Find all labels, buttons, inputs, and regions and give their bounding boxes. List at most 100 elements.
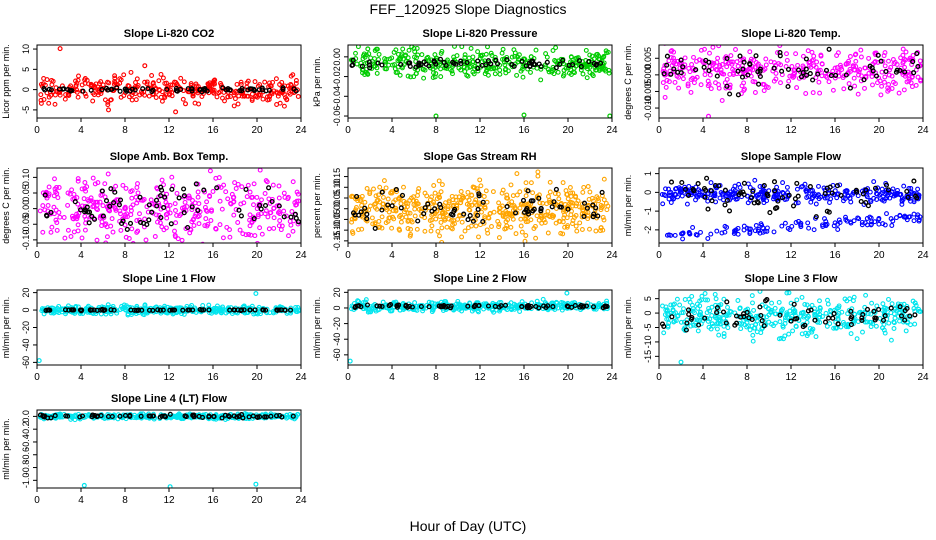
data-point [819,61,825,67]
reference-point [777,312,783,318]
y-tick-label: 0 [643,311,653,316]
data-point [540,200,546,206]
reference-point [181,186,187,192]
data-point [745,181,751,187]
reference-point [533,303,539,310]
reference-point [541,303,547,309]
data-point [677,302,683,308]
data-point [157,220,163,226]
reference-point [422,205,428,211]
data-point [835,315,841,321]
reference-point [182,413,188,419]
data-point [752,177,758,183]
outlier-point [678,359,684,365]
x-tick-label: 24 [295,495,307,506]
y-tick-label: -0.06 [332,106,342,127]
data-point [130,241,136,243]
data-point [806,225,812,231]
data-point [291,218,297,224]
data-point [413,71,419,76]
data-point [793,220,799,225]
reference-point [236,207,242,213]
reference-point [138,413,144,419]
data-point [868,199,874,205]
data-point [717,62,723,68]
data-point [265,214,271,220]
data-point [809,49,815,55]
x-tick-label: 12 [163,125,175,136]
data-point [209,208,214,214]
data-point [367,203,373,209]
data-point [469,202,475,208]
reference-point [465,303,471,309]
data-point [705,236,711,241]
reference-point [375,60,381,66]
data-point [90,175,96,181]
reference-point [883,182,890,188]
data-point [431,70,436,76]
data-point [65,227,71,233]
x-tick-label: 16 [829,372,841,383]
data-point [782,333,788,339]
reference-point [796,67,802,73]
outlier-point [173,109,179,115]
data-point [163,212,169,217]
reference-point [569,304,575,310]
reference-point [771,179,778,185]
points-layer [37,168,301,243]
reference-point [669,314,675,320]
reference-point [48,209,54,215]
outlier-point [348,358,353,364]
data-point [560,180,566,186]
reference-point [108,186,114,192]
reference-point [69,88,75,94]
reference-point [854,189,860,195]
x-tick-label: 24 [917,372,929,383]
reference-point [488,61,494,67]
data-point [366,51,372,57]
reference-point [403,303,409,309]
data-point [468,45,474,51]
data-point [437,214,443,219]
x-tick-label: 20 [873,372,885,383]
data-point [589,71,595,77]
data-point [288,85,294,91]
reference-point [288,214,294,220]
reference-point [682,186,688,192]
x-tick-label: 0 [656,125,662,136]
data-point [55,195,61,201]
points-layer [37,291,301,364]
reference-point [804,72,810,78]
data-point [672,318,677,324]
y-tick-label: 5 [643,296,653,301]
reference-point [709,198,715,204]
data-point [481,194,487,199]
reference-point [758,312,764,319]
reference-point [716,183,722,189]
data-point [917,58,923,64]
x-tick-label: 16 [207,495,219,506]
reference-point [812,317,818,323]
data-point [129,195,135,201]
data-point [182,199,188,205]
data-point [427,218,433,223]
reference-point [219,415,225,421]
reference-point [90,412,96,418]
reference-point [366,59,372,65]
reference-point [708,188,714,194]
data-point [777,319,783,325]
data-point [485,230,491,236]
data-point [698,229,703,235]
data-point [389,225,395,231]
data-point [407,197,413,203]
reference-point [858,198,864,205]
data-point [594,67,600,73]
data-point [455,298,461,304]
data-point [74,211,80,217]
y-axis-label: degrees C per min. [1,167,11,244]
reference-point [362,205,368,211]
reference-point [475,206,481,212]
data-point [228,94,233,99]
data-point [565,65,571,71]
reference-point [350,57,356,63]
